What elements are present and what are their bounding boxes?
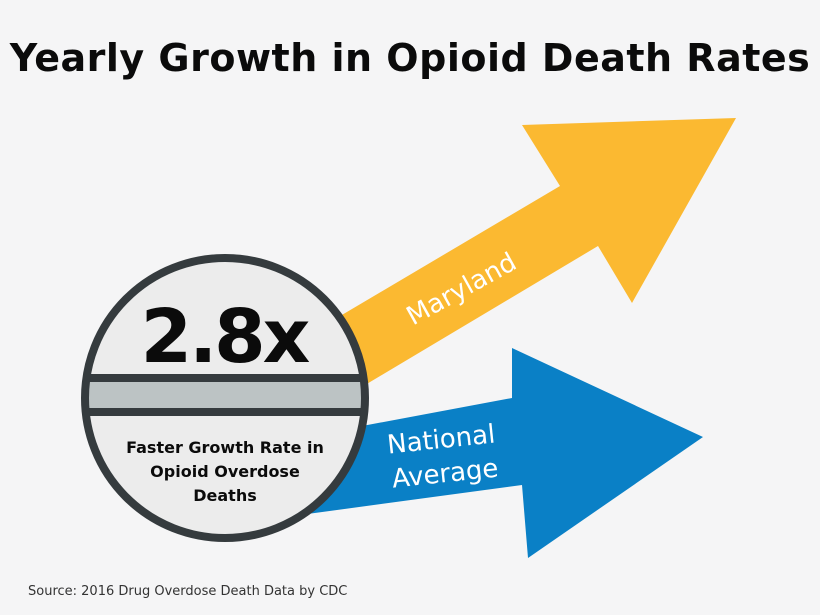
page-title: Yearly Growth in Opioid Death Rates — [9, 36, 811, 80]
national-average-arrow — [300, 348, 703, 558]
badge-caption-line1: Faster Growth Rate in — [126, 438, 324, 457]
badge-band — [85, 382, 365, 408]
badge-value: 2.8x — [141, 294, 310, 380]
badge: 2.8x Faster Growth Rate in Opioid Overdo… — [81, 254, 369, 542]
source-note: Source: 2016 Drug Overdose Death Data by… — [28, 584, 348, 599]
badge-caption-line2: Opioid Overdose — [150, 462, 300, 481]
maryland-arrow — [330, 118, 736, 388]
badge-caption-line3: Deaths — [193, 486, 257, 505]
